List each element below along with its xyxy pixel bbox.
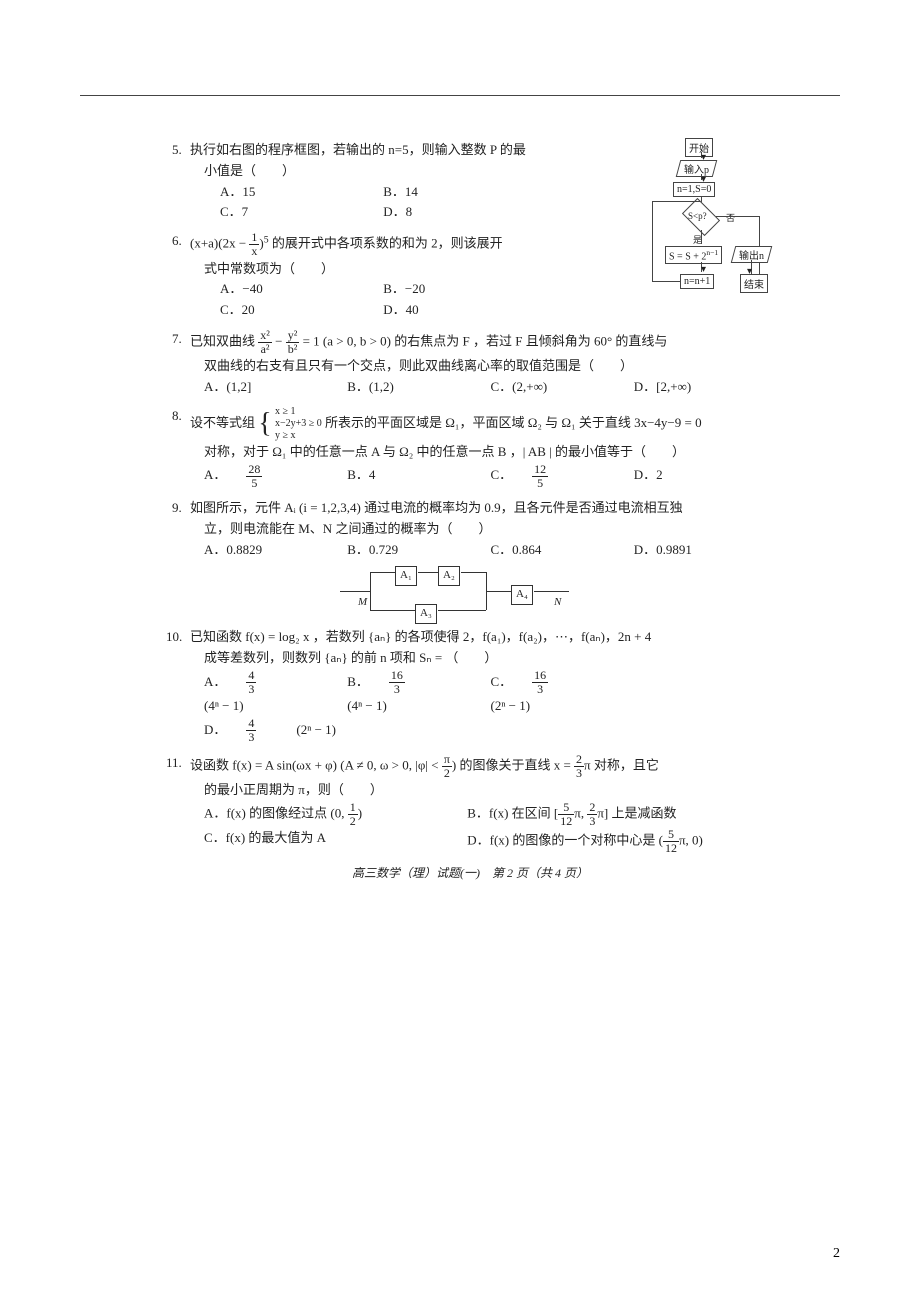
q6-number: 6. xyxy=(172,231,182,252)
q9-opt-c: C．0.864 xyxy=(491,540,611,561)
q9-opt-b: B．0.729 xyxy=(347,540,467,561)
q5-text2: 小值是（ ） xyxy=(204,163,295,178)
circuit-a4: A₄ xyxy=(511,585,533,605)
q5-number: 5. xyxy=(172,140,182,161)
circuit-n: N xyxy=(554,594,561,612)
q5-opt-a: A．15 xyxy=(220,182,360,203)
q6-text2: 式中常数项为（ ） xyxy=(204,261,334,276)
q7-opt-c: C．(2,+∞) xyxy=(491,377,611,398)
q11-text2: 的最小正周期为 π，则（ ） xyxy=(204,782,383,797)
q8-sys1: x ≥ 1 xyxy=(275,406,296,417)
question-6: 6. (x+a)(2x − 1x)5 的展开式中各项系数的和为 2，则该展开 式… xyxy=(190,231,750,321)
q8-opt-b: B．4 xyxy=(347,465,467,486)
q11-opt-c: C．f(x) 的最大值为 A xyxy=(204,828,464,849)
q6-opt-a: A．−40 xyxy=(220,279,360,300)
circuit-a3: A₃ xyxy=(415,604,437,624)
q7-opt-a: A．(1,2] xyxy=(204,377,324,398)
q10-options: A．43(4ⁿ − 1) B．163(4ⁿ − 1) C．163(2ⁿ − 1)… xyxy=(204,669,750,745)
q10-opt-d: D．43(2ⁿ − 1) xyxy=(204,717,356,744)
top-rule xyxy=(80,95,840,96)
q7-opt-b: B．(1,2) xyxy=(347,377,467,398)
q11-text-b: ) 的图像关于直线 x = xyxy=(452,757,574,772)
q5-opt-c: C．7 xyxy=(220,202,360,223)
q6-text-c: 的展开式中各项系数的和为 2，则该展开 xyxy=(269,236,503,251)
q11-opt-a: A．f(x) 的图像经过点 (0, 12) xyxy=(204,801,464,828)
q10-text2: 成等差数列，则数列 {aₙ} 的前 n 项和 Sₙ = （ ） xyxy=(204,650,497,665)
q5-opt-d: D．8 xyxy=(383,202,412,223)
circuit-m: M xyxy=(358,594,367,612)
q8-opt-a: A．285 xyxy=(204,463,324,490)
q6-opt-d: D．40 xyxy=(383,300,418,321)
q9-text: 如图所示，元件 Aᵢ (i = 1,2,3,4) 通过电流的概率均为 0.9，且… xyxy=(190,500,683,515)
q8-sys3: y ≥ x xyxy=(275,430,296,441)
q10-opt-a: A．43(4ⁿ − 1) xyxy=(204,669,324,717)
question-5: 5. 执行如右图的程序框图，若输出的 n=5，则输入整数 P 的最 小值是（ ）… xyxy=(190,140,750,223)
q9-options: A．0.8829 B．0.729 C．0.864 D．0.9891 xyxy=(204,540,750,561)
q5-text: 执行如右图的程序框图，若输出的 n=5，则输入整数 P 的最 xyxy=(190,142,526,157)
question-11: 11. 设函数 f(x) = A sin(ωx + φ) (A ≠ 0, ω >… xyxy=(190,753,750,856)
q9-text2: 立，则电流能在 M、N 之间通过的概率为（ ） xyxy=(204,521,491,536)
q6-opt-b: B．−20 xyxy=(383,279,425,300)
question-8: 8. 设不等式组 { x ≥ 1 x−2y+3 ≥ 0 y ≥ x 所表示的平面… xyxy=(190,406,750,490)
q6-options: A．−40 B．−20 C．20 D．40 xyxy=(220,279,750,321)
q11-text-a: 设函数 f(x) = A sin(ωx + φ) (A ≠ 0, ω > 0, … xyxy=(190,757,442,772)
q6-opt-c: C．20 xyxy=(220,300,360,321)
q9-opt-d: D．0.9891 xyxy=(634,540,692,561)
q8-text2: 对称，对于 Ω₁ 中的任意一点 A 与 Ω₂ 中的任意一点 B ，| AB | … xyxy=(204,444,685,459)
q11-text-c: π 对称，且它 xyxy=(584,757,659,772)
q7-text-b: − xyxy=(272,334,286,349)
q10-text: 已知函数 f(x) = log₂ x ，若数列 {aₙ} 的各项使得 2，f(a… xyxy=(190,629,651,644)
q11-number: 11. xyxy=(166,753,182,774)
content-area: 5. 执行如右图的程序框图，若输出的 n=5，则输入整数 P 的最 小值是（ ）… xyxy=(190,140,750,883)
circuit-a1: A₁ xyxy=(395,566,417,586)
q10-number: 10. xyxy=(166,627,182,648)
q7-options: A．(1,2] B．(1,2) C．(2,+∞) D．[2,+∞) xyxy=(204,377,750,398)
q10-opt-c: C．163(2ⁿ − 1) xyxy=(491,669,611,717)
question-10: 10. 已知函数 f(x) = log₂ x ，若数列 {aₙ} 的各项使得 2… xyxy=(190,627,750,744)
page-number: 2 xyxy=(833,1246,840,1262)
q7-opt-d: D．[2,+∞) xyxy=(634,377,691,398)
q9-number: 9. xyxy=(172,498,182,519)
q11-opt-b: B．f(x) 在区间 [512π, 23π] 上是减函数 xyxy=(467,801,727,828)
q8-opt-d: D．2 xyxy=(634,465,663,486)
q7-text2: 双曲线的右支有且只有一个交点，则此双曲线离心率的取值范围是（ ） xyxy=(204,358,633,373)
q8-number: 8. xyxy=(172,406,182,427)
circuit-a2: A₂ xyxy=(438,566,460,586)
question-9: 9. 如图所示，元件 Aᵢ (i = 1,2,3,4) 通过电流的概率均为 0.… xyxy=(190,498,750,619)
q8-opt-c: C．125 xyxy=(491,463,611,490)
q7-number: 7. xyxy=(172,329,182,350)
q11-opt-d: D．f(x) 的图像的一个对称中心是 (512π, 0) xyxy=(467,828,727,855)
q6-text-a: (x+a)(2x − xyxy=(190,236,249,251)
q8-text-b: 所表示的平面区域是 Ω₁，平面区域 Ω₂ 与 Ω₁ 关于直线 3x−4y−9 =… xyxy=(325,415,702,430)
q7-text-c: = 1 (a > 0, b > 0) 的右焦点为 F ，若过 F 且倾斜角为 6… xyxy=(299,334,667,349)
page-footer: 高三数学（理）试题(一) 第 2 页（共 4 页） xyxy=(190,864,750,883)
q10-opt-b: B．163(4ⁿ − 1) xyxy=(347,669,467,717)
q8-sys2: x−2y+3 ≥ 0 xyxy=(275,418,322,429)
q8-options: A．285 B．4 C．125 D．2 xyxy=(204,463,750,490)
q5-opt-b: B．14 xyxy=(383,182,418,203)
q5-options: A．15 B．14 C．7 D．8 xyxy=(220,182,750,224)
q11-options: A．f(x) 的图像经过点 (0, 12) B．f(x) 在区间 [512π, … xyxy=(204,801,750,856)
q7-text-a: 已知双曲线 xyxy=(190,334,258,349)
circuit-diagram: M A₁ A₂ A₃ A₄ N xyxy=(340,564,600,619)
q9-opt-a: A．0.8829 xyxy=(204,540,324,561)
q8-text-a: 设不等式组 xyxy=(190,415,258,430)
question-7: 7. 已知双曲线 x²a² − y²b² = 1 (a > 0, b > 0) … xyxy=(190,329,750,398)
